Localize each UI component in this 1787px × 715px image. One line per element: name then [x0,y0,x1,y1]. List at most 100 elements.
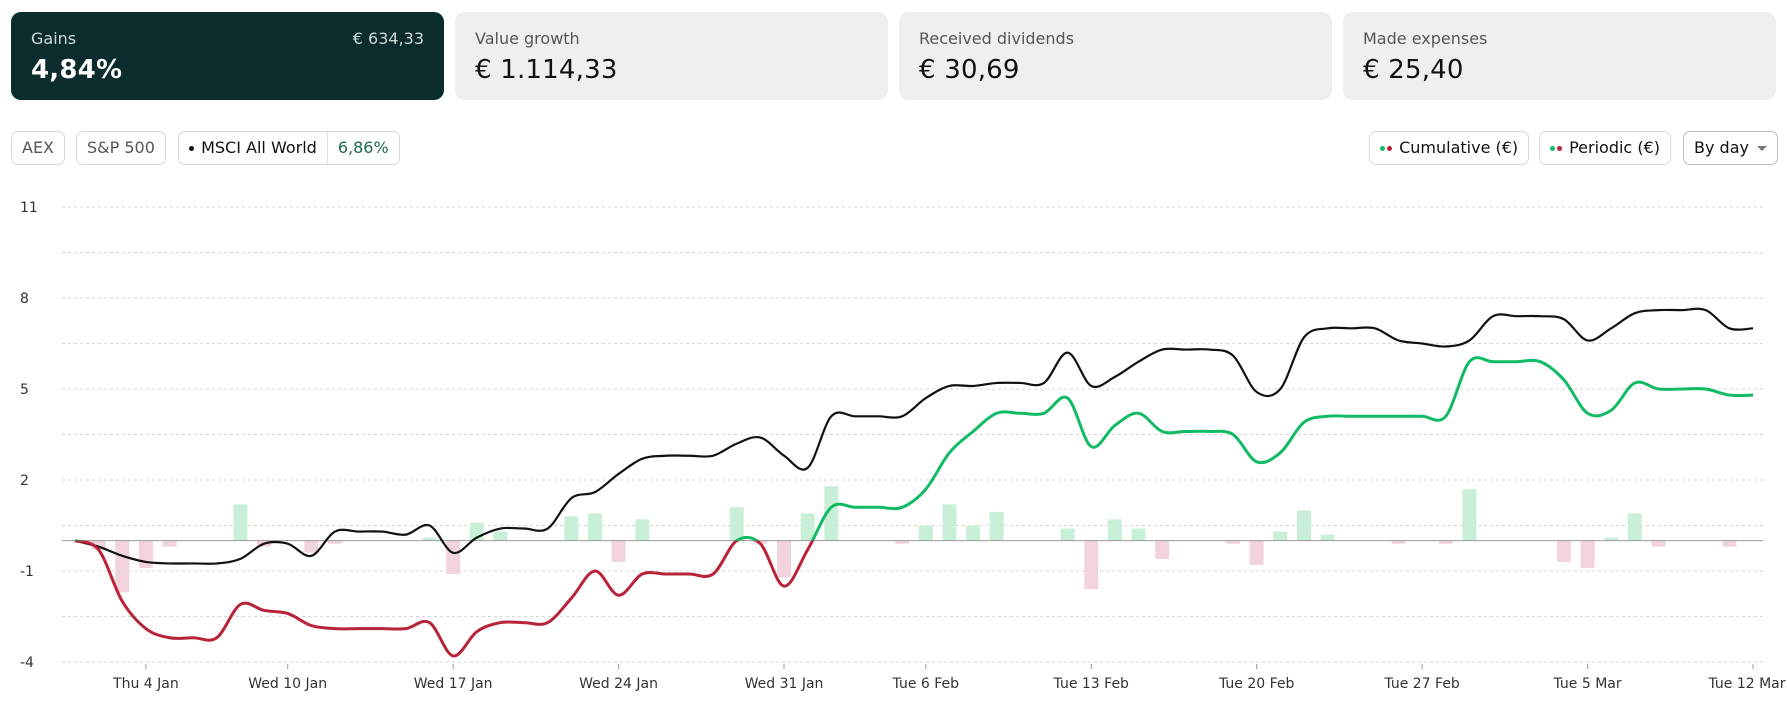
benchmark-sp500-label: S&P 500 [87,138,155,157]
periodic-bar[interactable] [138,540,153,568]
periodic-bar[interactable] [1107,519,1122,541]
expenses-value: € 25,40 [1363,55,1464,85]
x-tick-label: Tue 6 Feb [892,676,960,692]
periodic-bar[interactable] [942,504,957,541]
benchmark-msci-label: MSCI All World [201,138,317,157]
cumulative-line-negative[interactable] [74,358,1753,658]
periodic-bar[interactable] [611,540,626,562]
chart-lines [74,307,1754,658]
x-tick-label: Wed 17 Jan [414,676,493,692]
dividends-card[interactable]: Received dividends € 30,69 [899,12,1332,100]
summary-cards: Gains 4,84% € 634,33 Value growth € 1.11… [11,12,1776,100]
periodic-bar[interactable] [824,486,839,541]
granularity-label: By day [1694,138,1749,157]
dividends-value: € 30,69 [919,55,1020,85]
y-tick-label: 5 [20,382,29,398]
periodic-bar[interactable] [1651,540,1666,547]
value-growth-card[interactable]: Value growth € 1.114,33 [455,12,888,100]
y-tick-label: 8 [20,291,29,307]
x-tick-label: Tue 12 Mar [1707,676,1785,692]
periodic-bar[interactable] [635,519,650,541]
periodic-bar[interactable] [304,540,319,553]
benchmark-aex-label: AEX [22,138,55,157]
value-growth-label: Value growth [475,29,580,48]
gains-label: Gains [31,29,77,48]
gains-value: 4,84% [31,55,123,85]
performance-chart: 11 8 5 2 -1 -4 Thu 4 Jan Wed 10 Jan Wed 17 Jan W… [20,200,1786,692]
periodic-bar[interactable] [422,537,437,541]
x-tick-label: Tue 27 Feb [1383,676,1460,692]
periodic-bar[interactable] [1155,540,1170,559]
periodic-bar[interactable] [729,507,744,541]
y-tick-label: -1 [20,564,34,580]
dividends-label: Received dividends [919,29,1075,48]
benchmark-msci-button[interactable]: MSCI All World 6,86% [178,131,400,165]
periodic-bar[interactable] [233,504,248,541]
periodic-bar[interactable] [1462,489,1477,541]
benchmark-aex-button[interactable]: AEX [11,131,66,165]
periodic-bar[interactable] [587,513,602,541]
periodic-bar[interactable] [989,511,1004,541]
benchmark-msci-value: 6,86% [337,138,389,157]
x-tick-label: Tue 20 Feb [1218,676,1295,692]
periodic-bar[interactable] [115,540,130,593]
x-tick-label: Wed 24 Jan [579,676,658,692]
periodic-bar[interactable] [895,540,910,544]
x-tick-label: Thu 4 Jan [112,676,179,692]
y-tick-label: -4 [20,655,34,671]
periodic-bar[interactable] [162,540,177,547]
y-tick-label: 11 [20,200,38,216]
msci-benchmark-line[interactable] [74,307,1754,565]
red-dot-icon [1387,146,1392,151]
x-tick-label: Tue 5 Mar [1552,676,1621,692]
x-tick-label: Wed 10 Jan [248,676,327,692]
periodic-bar[interactable] [1249,540,1264,565]
y-axis-ticks: 11 8 5 2 -1 -4 [20,200,38,671]
periodic-bar[interactable] [1556,540,1571,562]
periodic-label: Periodic (€) [1569,138,1660,157]
gains-card[interactable]: Gains 4,84% € 634,33 [11,12,444,100]
value-growth-value: € 1.114,33 [475,55,618,85]
periodic-bar[interactable] [1722,540,1737,547]
periodic-bar[interactable] [800,513,815,541]
cumulative-line-positive[interactable] [75,356,1754,656]
x-tick-label: Wed 31 Jan [745,676,824,692]
periodic-bar[interactable] [1391,540,1406,544]
periodic-toggle[interactable]: Periodic (€) [1539,131,1671,165]
chart-grid [62,206,1763,663]
green-dot-icon [1380,146,1385,151]
green-dot-icon [1550,146,1555,151]
red-dot-icon [1557,146,1562,151]
chevron-down-icon [1756,146,1767,151]
periodic-bar[interactable] [1226,540,1241,544]
periodic-bar[interactable] [1296,510,1311,541]
expenses-label: Made expenses [1363,29,1488,48]
y-tick-label: 2 [20,473,29,489]
periodic-bar[interactable] [1084,540,1099,590]
cumulative-label: Cumulative (€) [1399,138,1519,157]
cumulative-toggle[interactable]: Cumulative (€) [1369,131,1530,165]
divider [326,132,328,164]
x-axis-ticks: Thu 4 Jan Wed 10 Jan Wed 17 Jan Wed 24 Jan W… [112,664,1786,692]
periodic-bar[interactable] [327,540,342,544]
gains-amount: € 634,33 [352,29,424,48]
msci-dot-icon [189,146,194,151]
periodic-bar[interactable] [1438,540,1453,544]
periodic-bar[interactable] [1273,531,1288,541]
periodic-bar[interactable] [446,540,461,575]
benchmark-sp500-button[interactable]: S&P 500 [76,131,166,165]
expenses-card[interactable]: Made expenses € 25,40 [1343,12,1776,100]
periodic-bar[interactable] [1627,513,1642,541]
periodic-bar[interactable] [1131,528,1146,541]
periodic-bar[interactable] [1604,537,1619,541]
periodic-bar[interactable] [918,525,933,541]
granularity-select[interactable]: By day [1683,131,1778,165]
periodic-bar[interactable] [493,531,508,541]
x-tick-label: Tue 13 Feb [1053,676,1130,692]
periodic-bar[interactable] [1580,540,1595,568]
periodic-bar[interactable] [1060,528,1075,541]
periodic-bar[interactable] [966,525,981,541]
periodic-bar[interactable] [564,516,579,541]
periodic-bar[interactable] [777,540,792,578]
periodic-bar[interactable] [1320,534,1335,541]
